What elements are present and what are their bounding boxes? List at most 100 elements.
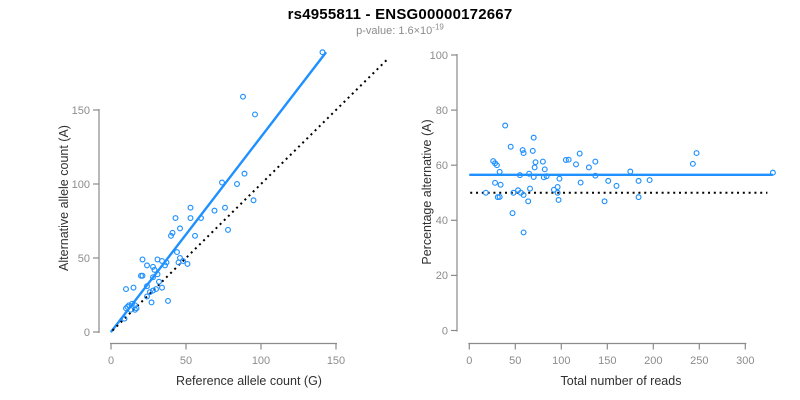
y-tick-label: 60: [436, 160, 448, 172]
data-point: [177, 225, 183, 232]
data-point: [532, 159, 539, 166]
data-point: [509, 210, 516, 217]
y-tick-label: 40: [436, 215, 448, 227]
data-point: [148, 299, 155, 306]
data-point: [585, 164, 592, 171]
data-point: [225, 226, 231, 233]
data-point: [613, 182, 620, 189]
data-point: [150, 263, 156, 270]
data-point: [516, 172, 523, 179]
data-point: [577, 179, 584, 186]
data-point: [525, 198, 532, 205]
data-point: [526, 170, 533, 177]
data-point: [240, 93, 246, 100]
data-point: [530, 134, 537, 141]
data-point: [507, 143, 514, 150]
y-tick-label: 20: [436, 270, 448, 282]
data-point: [592, 172, 599, 179]
data-point: [129, 300, 135, 307]
data-point: [174, 249, 180, 256]
data-point: [550, 186, 557, 193]
data-point: [252, 111, 258, 118]
data-point: [123, 286, 129, 293]
data-point: [576, 150, 583, 157]
data-point: [165, 297, 171, 304]
y-axis-title: Percentage alternative (A): [420, 119, 434, 264]
data-point: [527, 185, 533, 192]
data-point: [497, 181, 504, 188]
data-point: [496, 168, 503, 175]
data-point: [539, 158, 546, 165]
data-point: [222, 204, 228, 211]
data-point: [627, 168, 634, 175]
data-point: [150, 287, 156, 294]
data-point: [250, 197, 257, 204]
data-point: [187, 204, 194, 211]
data-point: [153, 286, 159, 293]
data-point: [234, 181, 240, 187]
data-point: [554, 183, 561, 190]
data-point: [605, 177, 612, 184]
data-point: [531, 164, 538, 171]
data-point: [124, 303, 131, 310]
data-point: [319, 49, 326, 56]
data-point: [219, 179, 225, 186]
data-point: [496, 193, 503, 200]
y-tick-label: 0: [84, 327, 90, 339]
data-point: [139, 256, 146, 263]
data-point: [510, 189, 517, 196]
identity-line: [111, 57, 390, 332]
data-point: [482, 189, 489, 196]
right-scatter-plot: 0 50 100 150 200 250 300 0 20 40 60 80 100 Total numb…: [420, 50, 776, 388]
y-tick-label: 0: [442, 325, 448, 337]
data-point: [592, 158, 599, 165]
data-point: [150, 274, 156, 281]
data-point: [635, 177, 642, 184]
data-point: [530, 174, 537, 181]
figure-title: rs4955811 - ENSG00000172667: [287, 6, 513, 23]
data-point: [562, 156, 569, 163]
x-tick-label: 100: [252, 355, 270, 367]
data-point: [556, 175, 563, 182]
data-point: [601, 198, 608, 205]
regression-line: [110, 51, 327, 333]
data-point: [144, 283, 150, 290]
y-tick-label: 100: [72, 179, 90, 191]
data-point: [573, 161, 579, 168]
data-point: [769, 169, 776, 176]
y-tick-label: 80: [436, 105, 448, 117]
data-point: [540, 174, 547, 181]
data-point: [162, 262, 168, 269]
data-point: [520, 150, 527, 157]
data-point: [520, 229, 527, 236]
data-point: [144, 262, 150, 269]
data-point: [121, 315, 128, 322]
x-tick-label: 0: [466, 355, 472, 367]
x-tick-label: 0: [108, 355, 114, 367]
data-point: [543, 173, 550, 180]
data-point: [541, 166, 548, 173]
data-point: [198, 215, 204, 222]
pvalue-exponent: -19: [432, 22, 444, 32]
y-tick-label: 100: [430, 50, 448, 62]
y-tick-label: 50: [78, 253, 90, 265]
x-tick-label: 150: [598, 355, 616, 367]
data-point: [163, 259, 170, 266]
data-point: [646, 177, 653, 184]
data-point: [154, 271, 161, 278]
y-axis-title: Alternative allele count (A): [57, 125, 71, 271]
data-point: [492, 179, 499, 186]
data-point: [241, 170, 248, 177]
data-point: [156, 278, 162, 285]
pvalue-label: p-value:: [356, 25, 399, 37]
data-point: [635, 194, 642, 201]
data-point: [689, 160, 696, 167]
x-tick-label: 50: [180, 355, 192, 367]
data-point: [565, 156, 572, 163]
data-point: [529, 147, 536, 154]
figure-subtitle: p-value: 1.6×10-19: [0, 22, 800, 37]
data-point: [519, 147, 526, 154]
pvalue-base: 1.6×10: [398, 25, 433, 37]
data-point: [159, 284, 165, 291]
